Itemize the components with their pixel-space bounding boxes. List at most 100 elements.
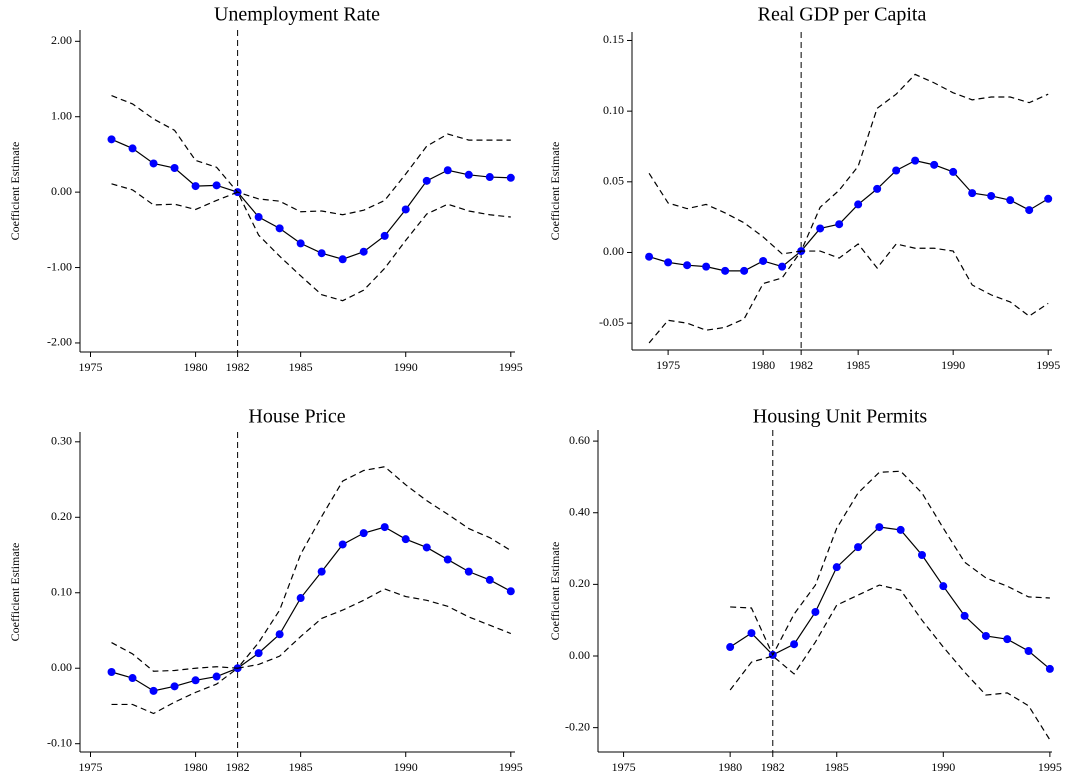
- estimate-point: [443, 166, 452, 175]
- x-tick-label: 1995: [1036, 358, 1060, 372]
- y-tick-label: -0.10: [47, 735, 72, 749]
- x-tick-label: 1982: [226, 360, 250, 374]
- y-tick-label: 0.10: [51, 585, 72, 599]
- estimate-point: [854, 543, 863, 552]
- estimate-point: [149, 159, 158, 168]
- estimate-point: [107, 135, 116, 144]
- x-tick-label: 1980: [718, 760, 742, 774]
- y-axis-label: Coefficient Estimate: [8, 142, 22, 241]
- estimate-point: [401, 535, 410, 544]
- estimate-point: [645, 252, 654, 261]
- estimate-point: [212, 672, 221, 681]
- y-axis-label: Coefficient Estimate: [548, 142, 562, 241]
- estimate-point: [359, 529, 368, 538]
- estimate-point: [296, 239, 305, 248]
- y-axis-label: Coefficient Estimate: [548, 542, 562, 641]
- chart-title: Housing Unit Permits: [753, 406, 928, 428]
- estimate-point: [1045, 664, 1054, 673]
- confidence-bound: [111, 95, 511, 216]
- x-tick-label: 1975: [612, 760, 636, 774]
- x-tick-label: 1990: [394, 360, 418, 374]
- estimate-point: [875, 523, 884, 532]
- estimate-point: [170, 682, 179, 691]
- confidence-bound: [648, 73, 1049, 255]
- estimate-point: [854, 200, 863, 209]
- y-tick-label: -0.05: [599, 315, 624, 329]
- estimate-point: [987, 191, 996, 200]
- y-tick-label: 0.00: [51, 184, 72, 198]
- estimate-point: [790, 640, 799, 649]
- y-tick-label: 0.05: [603, 174, 624, 188]
- y-tick-label: -1.00: [47, 259, 72, 273]
- estimate-point: [981, 631, 990, 640]
- y-tick-label: 0.40: [569, 504, 590, 518]
- x-tick-label: 1985: [825, 760, 849, 774]
- estimate-point: [1044, 194, 1053, 203]
- estimate-point: [726, 643, 735, 652]
- y-tick-label: -0.20: [565, 719, 590, 733]
- estimate-point: [811, 607, 820, 616]
- estimate-point: [107, 668, 116, 676]
- y-tick-label: 0.00: [51, 660, 72, 674]
- confidence-bound: [111, 588, 512, 715]
- x-tick-label: 1982: [789, 358, 813, 372]
- estimate-point: [832, 563, 841, 572]
- estimate-point: [296, 594, 305, 603]
- x-tick-label: 1975: [79, 360, 103, 374]
- estimate-point: [338, 255, 347, 264]
- estimate-point: [128, 674, 137, 683]
- estimate-point: [128, 144, 137, 153]
- y-tick-label: 0.00: [569, 648, 590, 662]
- estimate-point: [149, 686, 158, 695]
- estimate-point: [422, 543, 431, 552]
- estimate-point: [892, 166, 901, 175]
- confidence-bound: [111, 183, 511, 302]
- estimate-point: [338, 540, 347, 549]
- estimate-point: [464, 567, 473, 576]
- estimate-point: [254, 213, 263, 222]
- x-tick-label: 1982: [761, 760, 785, 774]
- y-tick-label: 0.60: [569, 433, 590, 447]
- confidence-bound: [729, 584, 1051, 741]
- estimate-point: [1003, 635, 1012, 644]
- estimate-point: [443, 555, 452, 564]
- confidence-bound: [648, 243, 1049, 344]
- estimate-point: [317, 249, 326, 258]
- y-axis-label: Coefficient Estimate: [8, 543, 22, 642]
- x-tick-label: 1990: [931, 760, 955, 774]
- estimate-point: [464, 170, 473, 179]
- estimate-point: [740, 266, 749, 275]
- estimate-point: [422, 176, 431, 185]
- y-tick-label: 1.00: [51, 108, 72, 122]
- estimate-point: [212, 181, 221, 190]
- estimate-point: [939, 582, 948, 591]
- estimate-point: [721, 266, 730, 275]
- estimate-point: [359, 247, 368, 256]
- chart-title: Real GDP per Capita: [758, 4, 927, 26]
- estimate-point: [1006, 196, 1015, 205]
- x-tick-label: 1975: [79, 760, 103, 774]
- x-tick-label: 1985: [846, 358, 870, 372]
- estimate-point: [949, 167, 958, 176]
- estimate-point: [664, 258, 673, 267]
- y-tick-label: 0.10: [603, 103, 624, 117]
- x-tick-label: 1982: [226, 760, 250, 774]
- estimate-point: [191, 676, 200, 685]
- y-tick-label: 0.00: [603, 244, 624, 258]
- estimate-point: [911, 156, 920, 165]
- estimate-point: [1024, 646, 1033, 655]
- estimate-point: [485, 173, 494, 182]
- x-tick-label: 1985: [289, 760, 313, 774]
- estimate-point: [960, 611, 969, 620]
- y-tick-label: 2.00: [51, 33, 72, 47]
- estimate-point: [191, 182, 200, 191]
- y-tick-label: 0.20: [569, 576, 590, 590]
- x-tick-label: 1990: [941, 358, 965, 372]
- x-tick-label: 1980: [184, 360, 208, 374]
- estimate-point: [816, 224, 825, 233]
- estimate-point: [275, 630, 284, 639]
- estimate-point: [275, 224, 284, 233]
- estimate-point: [896, 525, 905, 534]
- estimate-point: [1025, 206, 1034, 215]
- x-tick-label: 1995: [499, 360, 523, 374]
